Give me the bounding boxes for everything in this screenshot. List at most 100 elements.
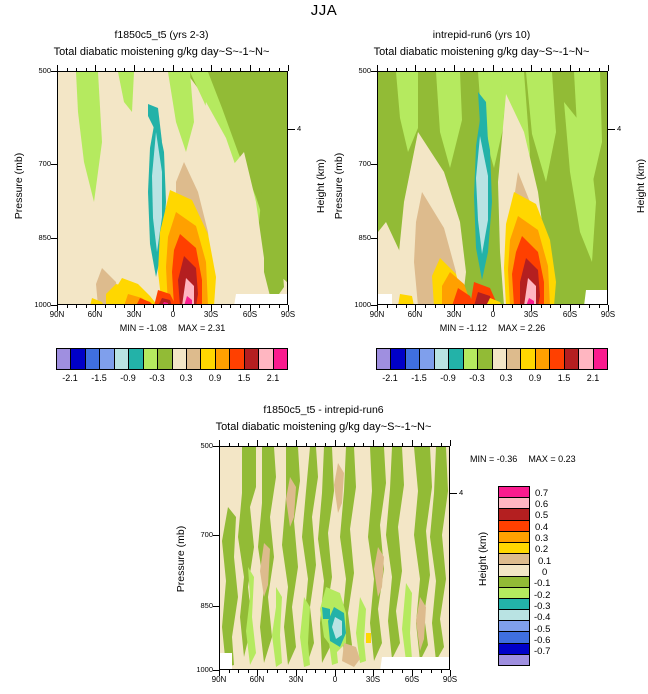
cbar-swatch: [420, 349, 435, 369]
panel-top-left-xtick-90N: 90N: [49, 310, 65, 319]
panel-top-left-ytick-850: 850: [38, 233, 51, 242]
panel-top-left-plot[interactable]: [57, 71, 288, 305]
panel-top-left-ytick-700: 700: [38, 159, 51, 168]
cbar-swatch: [391, 349, 406, 369]
panel-top-right-xtick-30N: 30N: [446, 310, 462, 319]
cbar-label: 1.5: [237, 373, 251, 383]
cbar-swatch: [449, 349, 464, 369]
panel-top-right-xtick-90S: 90S: [600, 310, 616, 319]
vcbar-label: -0.4: [534, 612, 551, 623]
panel-bottom-ytick-850: 850: [200, 601, 213, 610]
panel-bottom-xtick-30S: 30S: [365, 675, 381, 684]
panel-bottom-colorbar[interactable]: [498, 486, 530, 666]
vcbar-label: 0.1: [538, 556, 552, 567]
vcbar-label: -0.6: [534, 635, 551, 646]
cbar-swatch: [550, 349, 565, 369]
vcbar-swatch: [499, 654, 529, 665]
panel-top-right-xtick-60S: 60S: [562, 310, 578, 319]
vcbar-swatch: [499, 576, 529, 588]
panel-top-right-minmax: MIN = -1.12 MAX = 2.26: [377, 323, 608, 333]
panel-bottom-plot[interactable]: [219, 446, 450, 670]
vcbar-label: -0.5: [534, 624, 551, 635]
cbar-label: 0.9: [528, 373, 542, 383]
ytick-mark: [213, 606, 220, 607]
yright-tick-mark: [608, 129, 615, 130]
vcbar-swatch: [499, 520, 529, 532]
cbar-label: 1.5: [557, 373, 571, 383]
panel-bottom-ytick-700: 700: [200, 530, 213, 539]
panel-top-right-plot[interactable]: [377, 71, 608, 305]
panel-bottom-xtick-60S: 60S: [404, 675, 420, 684]
vcbar-swatch: [499, 621, 529, 633]
cbar-swatch: [100, 349, 115, 369]
ytick-mark: [371, 238, 378, 239]
panel-top-left-title: f1850c5_t5 (yrs 2-3): [114, 29, 209, 41]
cbar-label: -1.5: [411, 373, 427, 383]
panel-top-left-xtick-30N: 30N: [126, 310, 142, 319]
panel-top-right-xtick-60N: 60N: [407, 310, 423, 319]
panel-bottom-xtick-90S: 90S: [442, 675, 458, 684]
panel-top-left-xtick-30S: 30S: [203, 310, 219, 319]
vcbar-swatch: [499, 643, 529, 655]
panel-top-right-subtitle: Total diabatic moistening g/kg day~S~-1~…: [373, 46, 590, 58]
cbar-swatch: [215, 349, 231, 369]
vcbar-label: 0.6: [535, 499, 549, 510]
cbar-swatch: [593, 349, 607, 369]
ytick-mark: [51, 71, 58, 72]
panel-top-left-xtick-60S: 60S: [242, 310, 258, 319]
cbar-swatch: [434, 349, 450, 369]
vcbar-swatch: [499, 531, 529, 543]
panel-bottom-title: f1850c5_t5 - intrepid-run6: [263, 404, 384, 416]
cbar-swatch: [521, 349, 536, 369]
yright-tick-mark: [450, 493, 457, 494]
cbar-swatch: [377, 349, 392, 369]
ytick-mark: [213, 670, 220, 671]
ytick-mark: [213, 446, 220, 447]
ytick-mark: [51, 164, 58, 165]
cbar-swatch: [201, 349, 216, 369]
cbar-swatch: [71, 349, 86, 369]
panel-bottom-xtick-90N: 90N: [211, 675, 227, 684]
figure-suptitle: JJA: [310, 2, 338, 19]
cbar-swatch: [478, 349, 493, 369]
panel-top-left-max: MAX = 2.31: [178, 323, 226, 333]
vcbar-label: 0.3: [535, 533, 549, 544]
panel-top-right-ytick-850: 850: [358, 233, 371, 242]
panel-top-left-xtick-90S: 90S: [280, 310, 296, 319]
vcbar-label: -0.3: [534, 601, 551, 612]
panel-top-left-yright-tick-4: 4: [297, 124, 302, 133]
cbar-label: 0.3: [499, 373, 513, 383]
ytick-mark: [213, 535, 220, 536]
vcbar-swatch: [499, 487, 529, 499]
panel-top-left-xtick-0: 0: [170, 310, 176, 319]
vcbar-swatch: [499, 598, 529, 611]
cbar-label: -0.3: [469, 373, 485, 383]
cbar-label: 0.9: [208, 373, 222, 383]
cbar-swatch: [186, 349, 202, 369]
vcbar-swatch: [499, 509, 529, 521]
panel-bottom-xtick-0: 0: [332, 675, 338, 684]
cbar-swatch: [244, 349, 260, 369]
panel-bottom-xtick-60N: 60N: [249, 675, 265, 684]
vcbar-label: 0.7: [535, 488, 549, 499]
panel-top-right-colorbar[interactable]: [376, 348, 608, 370]
cbar-label: -0.9: [120, 373, 136, 383]
cbar-label: -0.9: [440, 373, 456, 383]
panel-top-left-ytick-1000: 1000: [34, 300, 51, 309]
vcbar-label: -0.2: [534, 590, 551, 601]
vcbar-swatch: [499, 542, 529, 555]
cbar-swatch: [535, 349, 551, 369]
panel-top-right-yright-tick-4: 4: [617, 124, 622, 133]
panel-bottom-yright-label: Height (km): [477, 531, 489, 587]
panel-bottom-max: MAX = 0.23: [528, 454, 576, 464]
panel-bottom-subtitle: Total diabatic moistening g/kg day~S~-1~…: [215, 421, 432, 433]
vcbar-label: 0.2: [535, 544, 549, 555]
cbar-label: 2.1: [266, 373, 280, 383]
cbar-swatch: [564, 349, 580, 369]
cbar-swatch: [506, 349, 522, 369]
cbar-label: 2.1: [586, 373, 600, 383]
ytick-mark: [51, 305, 58, 306]
panel-top-right-xtick-30S: 30S: [523, 310, 539, 319]
cbar-swatch: [129, 349, 144, 369]
panel-top-left-colorbar[interactable]: [56, 348, 288, 370]
